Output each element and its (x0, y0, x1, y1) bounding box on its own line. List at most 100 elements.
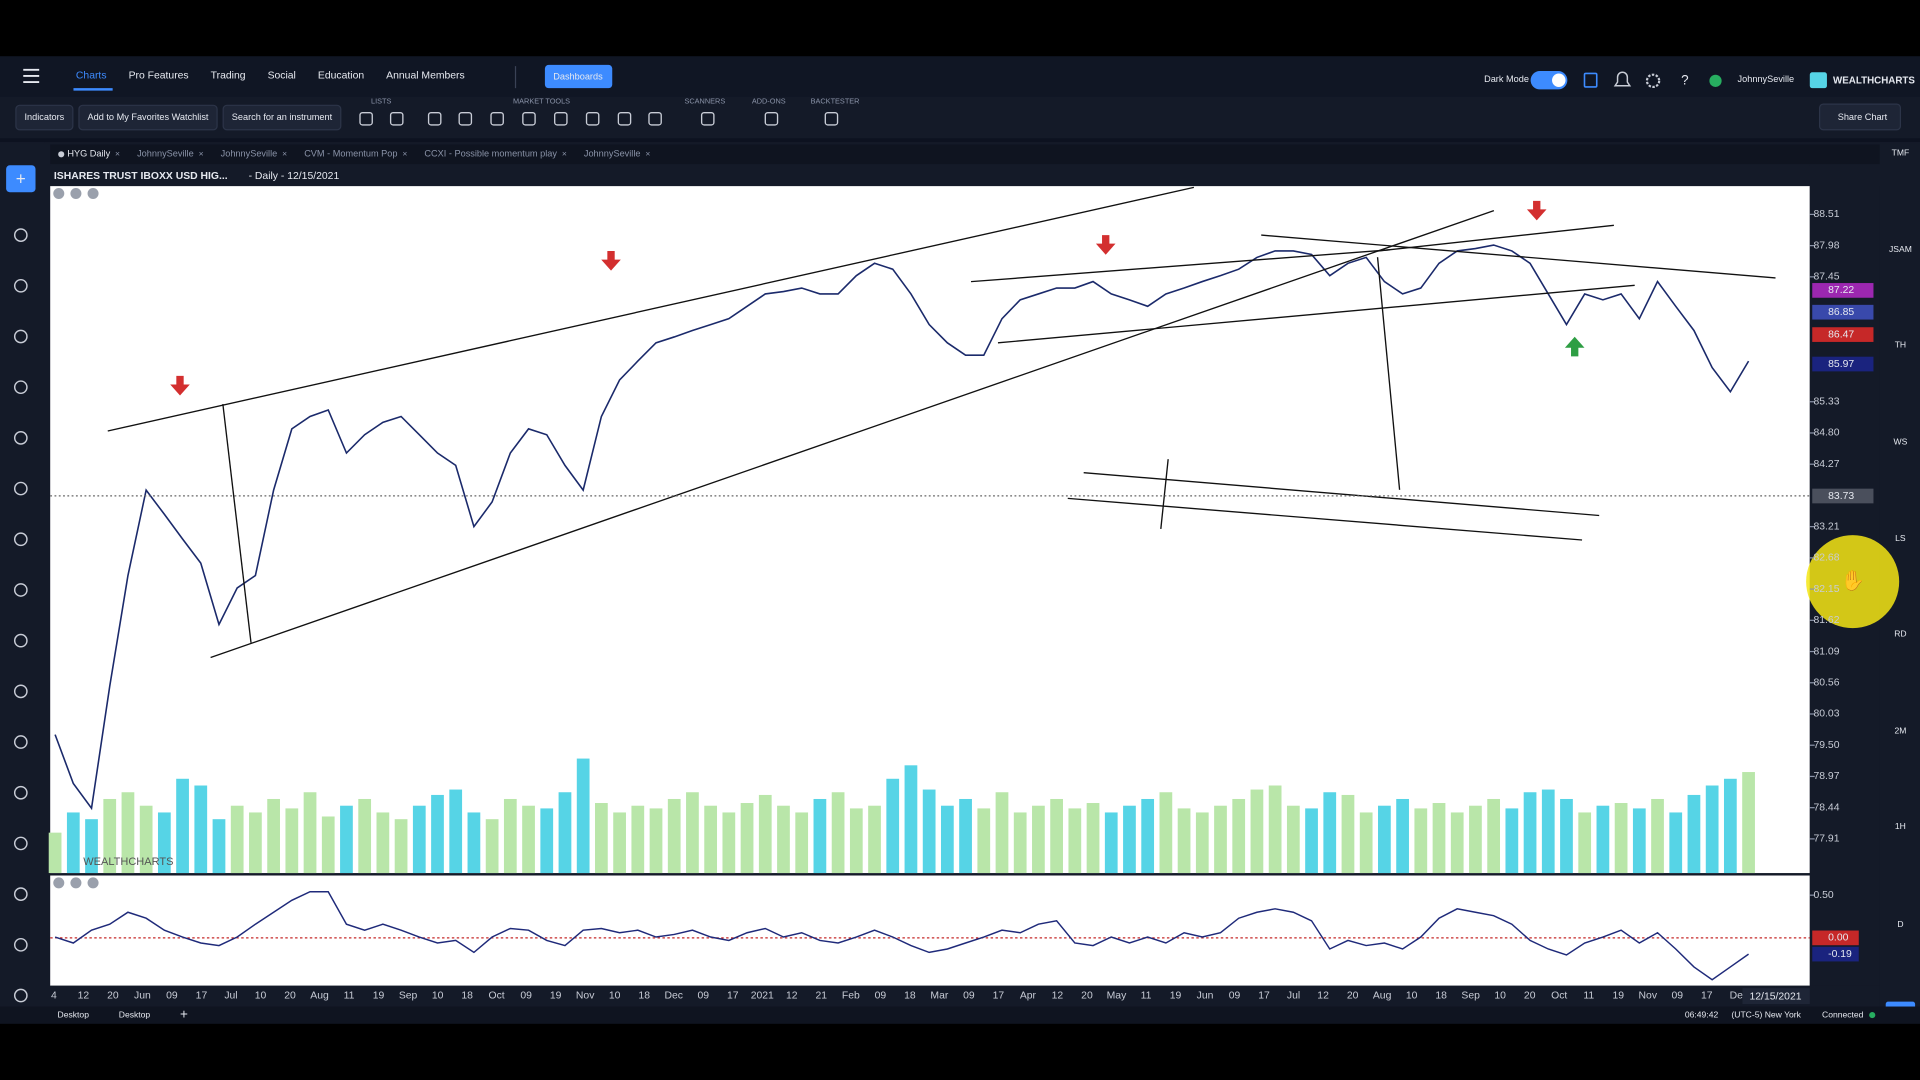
help-icon[interactable]: ? (1681, 72, 1688, 87)
nav-item[interactable]: Annual Members (386, 71, 465, 82)
sidebar-item[interactable]: 1H (1895, 821, 1906, 831)
x-tick-label: Dec (664, 990, 682, 1001)
tab[interactable]: JohnnySeville (584, 149, 641, 159)
tool-icon[interactable] (13, 228, 28, 242)
tool-icon[interactable] (764, 111, 779, 126)
tool-icon[interactable] (13, 836, 28, 851)
volume-bar (358, 798, 372, 874)
tab-close[interactable]: × (115, 149, 120, 159)
sidebar-item[interactable]: TMF (1892, 147, 1910, 157)
y-tick-label: 83.21 (1813, 521, 1839, 532)
nav-item[interactable]: Education (318, 71, 364, 82)
volume-bar (157, 812, 171, 874)
tool-icon[interactable] (522, 111, 536, 126)
tab-close[interactable]: × (282, 149, 287, 159)
toolbar-button[interactable] (78, 104, 218, 131)
menu-icon[interactable] (23, 68, 40, 83)
footer-tab[interactable]: Desktop (58, 1009, 90, 1019)
toolbar-label[interactable]: Search for an instrument (232, 112, 333, 122)
tool-icon[interactable] (13, 278, 28, 293)
toolbar-button[interactable] (222, 104, 342, 131)
tool-icon[interactable] (824, 111, 839, 126)
tab[interactable]: HYG Daily (67, 149, 110, 159)
tool-icon[interactable] (554, 111, 568, 126)
x-tick-label: Sep (399, 990, 418, 1001)
tab-close[interactable]: × (402, 149, 407, 159)
trendlines (107, 186, 1776, 659)
sidebar-item[interactable]: D (1897, 919, 1903, 929)
dashboards-button[interactable] (544, 64, 613, 89)
tab[interactable]: CCXI - Possible momentum play (424, 149, 557, 159)
bell-icon[interactable] (1613, 71, 1632, 87)
tool-icon[interactable] (13, 785, 28, 800)
tool-icon[interactable] (389, 111, 404, 126)
tool-icon[interactable] (13, 988, 28, 1003)
tool-icon[interactable] (359, 111, 373, 126)
sidebar-item[interactable]: LS (1895, 533, 1906, 543)
pane-button[interactable] (87, 187, 99, 199)
nav-item[interactable]: Pro Features (129, 71, 189, 82)
tool-icon[interactable] (490, 111, 504, 126)
sidebar-item[interactable]: JSAM (1889, 244, 1912, 254)
x-tick-label: De (1730, 990, 1744, 1001)
add-icon[interactable]: + (16, 169, 26, 189)
tool-icon[interactable] (648, 111, 662, 126)
volume-bar (1432, 803, 1446, 874)
tool-icon[interactable] (585, 111, 600, 126)
pane-button[interactable] (70, 877, 82, 889)
sidebar-item[interactable]: WS (1894, 436, 1908, 446)
price-tag (1812, 304, 1874, 320)
nav-item[interactable]: Social (268, 71, 296, 82)
tool-icon[interactable] (13, 481, 28, 496)
tool-icon[interactable] (13, 735, 28, 749)
sidebar-item[interactable]: 2M (1894, 725, 1906, 735)
hand-cursor: ✋ (1840, 569, 1864, 592)
tool-icon[interactable] (13, 633, 28, 648)
volume-bar (1286, 805, 1300, 874)
add-tab[interactable]: + (180, 1007, 188, 1022)
pane-button[interactable] (87, 877, 99, 889)
user-name[interactable]: JohnnySeville (1738, 74, 1795, 84)
save-icon[interactable] (1583, 72, 1598, 88)
tab[interactable]: JohnnySeville (221, 149, 278, 159)
tab-close[interactable]: × (645, 149, 650, 159)
toolbar-button[interactable] (15, 104, 74, 131)
add-button[interactable] (6, 165, 36, 193)
x-tick-label: Sep (1461, 990, 1480, 1001)
tool-icon[interactable] (700, 111, 715, 126)
footer-tab[interactable]: Desktop (119, 1009, 151, 1019)
tool-icon[interactable] (13, 937, 28, 952)
tool-icon[interactable] (13, 329, 28, 344)
sidebar-item[interactable]: TH (1895, 340, 1906, 350)
dashboards-label[interactable]: Dashboards (553, 72, 603, 82)
tab[interactable]: JohnnySeville (137, 149, 194, 159)
settings-icon[interactable] (1645, 73, 1661, 89)
pane-button[interactable] (70, 187, 82, 199)
volume-bar (1578, 812, 1592, 874)
y-tick-label: 88.51 (1813, 209, 1839, 220)
toolbar-label[interactable]: Add to My Favorites Watchlist (88, 112, 209, 122)
tool-icon[interactable] (13, 431, 28, 445)
nav-item[interactable]: Trading (211, 71, 246, 82)
share-button[interactable] (1818, 103, 1902, 131)
volume-bar (212, 819, 226, 874)
tool-icon[interactable] (617, 111, 632, 126)
pane-button[interactable] (53, 877, 65, 889)
tab-close[interactable]: × (562, 149, 567, 159)
share-label[interactable]: Share Chart (1838, 112, 1888, 122)
tool-icon[interactable] (458, 111, 473, 126)
tool-icon[interactable] (13, 532, 28, 547)
tool-icon[interactable] (13, 684, 28, 699)
tab[interactable]: CVM - Momentum Pop (304, 149, 397, 159)
toolbar-label[interactable]: Indicators (24, 112, 64, 122)
volume-bar (1159, 792, 1173, 874)
nav-item[interactable]: Charts (76, 71, 107, 82)
tool-icon[interactable] (13, 887, 28, 901)
tool-icon[interactable] (427, 111, 442, 126)
user-avatar[interactable] (1709, 74, 1722, 87)
tab-close[interactable]: × (199, 149, 204, 159)
sidebar-item[interactable]: RD (1894, 629, 1906, 639)
tool-icon[interactable] (13, 380, 28, 395)
tool-icon[interactable] (13, 583, 28, 597)
pane-button[interactable] (53, 187, 65, 199)
